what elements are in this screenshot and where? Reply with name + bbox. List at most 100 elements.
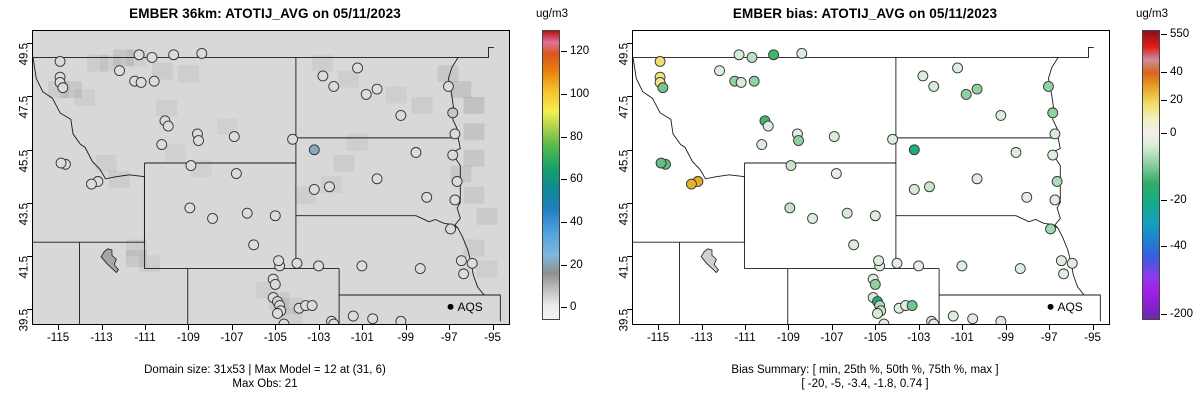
station-marker[interactable] bbox=[148, 75, 160, 87]
station-marker[interactable] bbox=[410, 147, 422, 158]
station-marker[interactable] bbox=[291, 257, 303, 269]
station-marker[interactable] bbox=[872, 308, 883, 319]
station-marker[interactable] bbox=[796, 48, 808, 59]
station-marker[interactable] bbox=[156, 139, 168, 150]
station-marker[interactable] bbox=[960, 88, 972, 100]
station-marker[interactable] bbox=[655, 157, 667, 169]
station-marker[interactable] bbox=[447, 149, 459, 161]
station-marker[interactable] bbox=[308, 144, 320, 156]
station-marker[interactable] bbox=[1058, 268, 1070, 280]
station-marker[interactable] bbox=[248, 239, 260, 251]
station-marker[interactable] bbox=[135, 77, 147, 88]
station-marker[interactable] bbox=[917, 70, 929, 82]
station-marker[interactable] bbox=[228, 131, 240, 142]
station-marker[interactable] bbox=[891, 257, 903, 269]
station-marker[interactable] bbox=[756, 139, 768, 150]
station-marker[interactable] bbox=[449, 128, 461, 140]
station-marker[interactable] bbox=[328, 318, 340, 324]
station-marker[interactable] bbox=[1021, 191, 1033, 203]
station-marker[interactable] bbox=[956, 260, 968, 272]
station-marker[interactable] bbox=[733, 49, 745, 61]
station-marker[interactable] bbox=[924, 181, 935, 193]
station-marker[interactable] bbox=[714, 65, 725, 77]
station-marker[interactable] bbox=[168, 49, 180, 61]
station-marker[interactable] bbox=[971, 83, 983, 95]
station-marker[interactable] bbox=[1066, 257, 1078, 269]
station-marker[interactable] bbox=[184, 202, 196, 214]
station-marker[interactable] bbox=[193, 135, 204, 146]
station-marker[interactable] bbox=[57, 82, 69, 94]
station-marker[interactable] bbox=[873, 255, 884, 267]
station-marker[interactable] bbox=[908, 144, 920, 156]
station-marker[interactable] bbox=[793, 135, 804, 146]
station-marker[interactable] bbox=[967, 313, 979, 324]
station-marker[interactable] bbox=[445, 223, 456, 235]
station-marker[interactable] bbox=[395, 315, 407, 324]
station-marker[interactable] bbox=[241, 207, 253, 219]
station-marker[interactable] bbox=[54, 55, 66, 67]
station-marker[interactable] bbox=[371, 173, 383, 185]
station-marker[interactable] bbox=[908, 184, 920, 195]
station-marker[interactable] bbox=[869, 278, 881, 290]
station-marker[interactable] bbox=[455, 255, 467, 267]
station-marker[interactable] bbox=[1045, 223, 1056, 235]
station-marker[interactable] bbox=[451, 176, 463, 187]
station-marker[interactable] bbox=[347, 310, 359, 322]
station-marker[interactable] bbox=[1047, 107, 1059, 119]
station-marker[interactable] bbox=[657, 82, 669, 94]
station-marker[interactable] bbox=[1010, 147, 1022, 158]
station-marker[interactable] bbox=[686, 178, 697, 190]
station-marker[interactable] bbox=[1014, 263, 1026, 274]
station-marker[interactable] bbox=[367, 313, 379, 324]
station-marker[interactable] bbox=[133, 49, 145, 61]
map-plot-model[interactable]: AQS bbox=[32, 30, 510, 325]
station-marker[interactable] bbox=[306, 300, 318, 311]
station-marker[interactable] bbox=[447, 107, 459, 119]
station-marker[interactable] bbox=[784, 202, 796, 214]
station-marker[interactable] bbox=[906, 300, 918, 311]
station-marker[interactable] bbox=[360, 88, 372, 100]
station-marker[interactable] bbox=[371, 83, 383, 95]
station-marker[interactable] bbox=[830, 168, 842, 179]
station-marker[interactable] bbox=[114, 65, 125, 77]
station-marker[interactable] bbox=[748, 75, 760, 87]
station-marker[interactable] bbox=[313, 260, 325, 272]
station-marker[interactable] bbox=[287, 133, 299, 145]
station-marker[interactable] bbox=[185, 160, 197, 171]
station-marker[interactable] bbox=[86, 178, 97, 190]
station-marker[interactable] bbox=[995, 315, 1007, 324]
station-marker[interactable] bbox=[162, 120, 174, 132]
station-marker[interactable] bbox=[269, 278, 281, 290]
station-marker[interactable] bbox=[1049, 128, 1061, 140]
station-marker[interactable] bbox=[328, 81, 340, 92]
station-marker[interactable] bbox=[828, 131, 840, 142]
station-marker[interactable] bbox=[421, 191, 433, 203]
station-marker[interactable] bbox=[735, 77, 747, 88]
station-marker[interactable] bbox=[207, 213, 218, 224]
station-marker[interactable] bbox=[947, 310, 959, 322]
station-marker[interactable] bbox=[308, 184, 320, 195]
station-marker[interactable] bbox=[1043, 81, 1054, 92]
station-marker[interactable] bbox=[230, 168, 242, 179]
station-marker[interactable] bbox=[869, 210, 881, 222]
station-marker[interactable] bbox=[654, 55, 666, 67]
station-marker[interactable] bbox=[146, 52, 158, 63]
station-marker[interactable] bbox=[272, 308, 283, 319]
station-marker[interactable] bbox=[952, 62, 963, 74]
station-marker[interactable] bbox=[1051, 176, 1063, 187]
station-marker[interactable] bbox=[768, 49, 780, 61]
station-marker[interactable] bbox=[746, 52, 758, 63]
station-marker[interactable] bbox=[1049, 194, 1061, 206]
station-marker[interactable] bbox=[414, 263, 426, 274]
station-marker[interactable] bbox=[928, 318, 940, 324]
station-marker[interactable] bbox=[273, 255, 284, 267]
station-marker[interactable] bbox=[458, 268, 470, 280]
station-marker[interactable] bbox=[324, 181, 335, 193]
station-marker[interactable] bbox=[807, 213, 818, 224]
station-marker[interactable] bbox=[317, 70, 329, 82]
station-marker[interactable] bbox=[928, 81, 940, 92]
station-marker[interactable] bbox=[356, 260, 368, 272]
station-marker[interactable] bbox=[278, 318, 290, 324]
station-marker[interactable] bbox=[449, 194, 461, 206]
station-marker[interactable] bbox=[443, 81, 454, 92]
